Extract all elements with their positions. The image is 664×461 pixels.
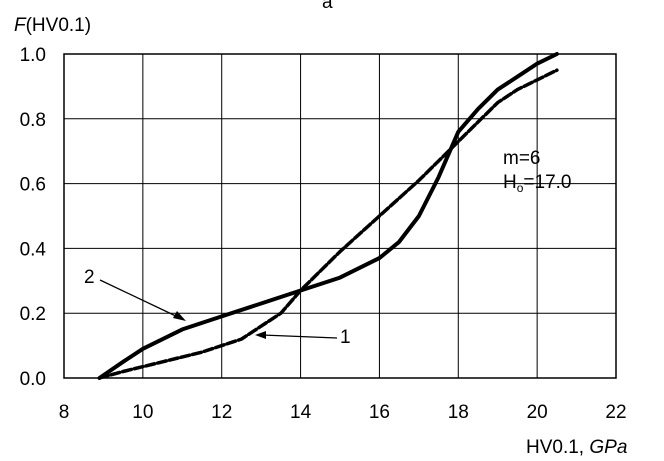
y-axis-label-prefix: F: [14, 15, 27, 36]
y-tick-label: 0.6: [20, 175, 46, 196]
annotation-h-sub: o: [517, 181, 524, 195]
y-tick-label: 1.0: [20, 45, 46, 66]
x-tick-label: 14: [290, 402, 312, 423]
x-tick-labels: 8 10 12 14 16 18 20 22: [59, 402, 627, 423]
x-tick-label: 10: [132, 402, 153, 423]
x-axis-label-unit: GPa: [589, 437, 627, 458]
plot-area: [63, 53, 617, 379]
x-tick-label: 18: [448, 402, 469, 423]
series-2-line: [97, 52, 559, 380]
x-axis-label: HV0.1, GPa: [526, 437, 627, 458]
curve-label-2-leader: [99, 279, 181, 319]
annotation-h-prefix: H: [503, 172, 517, 193]
curve-label-1: 1: [340, 327, 351, 348]
y-tick-label: 0.8: [20, 110, 46, 131]
x-tick-label: 16: [369, 402, 390, 423]
curve-label-2-arrowhead: [173, 311, 186, 321]
y-tick-label: 0.0: [20, 369, 46, 390]
x-tick-label: 22: [605, 402, 626, 423]
annotation-m: m=6: [503, 148, 541, 169]
x-tick-label: 20: [527, 402, 548, 423]
y-axis-label: F(HV0.1): [14, 15, 91, 36]
x-tick-label: 12: [211, 402, 232, 423]
x-tick-label: 8: [59, 402, 70, 423]
panel-label: a: [322, 0, 333, 13]
annotation-h-value: =17.0: [523, 172, 571, 193]
y-tick-label: 0.4: [20, 239, 47, 260]
curve-label-1-leader: [261, 334, 338, 339]
x-axis-label-prefix: HV0.1,: [526, 437, 589, 458]
y-tick-label: 0.2: [20, 304, 46, 325]
y-axis-label-suffix: (HV0.1): [26, 15, 91, 36]
series-group: [97, 52, 559, 380]
curve-label-2: 2: [84, 267, 95, 288]
annotation-h0: Ho=17.0: [503, 172, 572, 195]
series-1-line: [97, 68, 559, 380]
curve-label-1-arrowhead: [255, 331, 266, 339]
y-tick-labels: 0.0 0.2 0.4 0.6 0.8 1.0: [20, 45, 47, 390]
